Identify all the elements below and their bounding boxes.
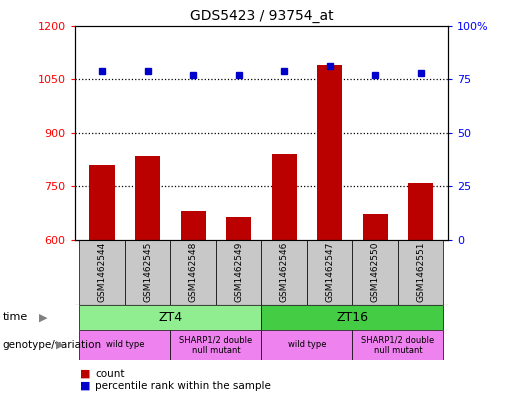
Bar xyxy=(216,240,261,305)
Text: ▶: ▶ xyxy=(39,312,47,322)
Bar xyxy=(125,240,170,305)
Text: GSM1462548: GSM1462548 xyxy=(188,242,198,302)
Text: percentile rank within the sample: percentile rank within the sample xyxy=(95,381,271,391)
Text: genotype/variation: genotype/variation xyxy=(3,340,101,350)
Text: GSM1462551: GSM1462551 xyxy=(416,242,425,302)
Bar xyxy=(261,330,352,360)
Bar xyxy=(226,217,251,240)
Bar xyxy=(79,330,170,360)
Text: ■: ■ xyxy=(80,381,90,391)
Text: ▶: ▶ xyxy=(56,340,64,350)
Text: GSM1462546: GSM1462546 xyxy=(280,242,288,302)
Text: SHARP1/2 double
null mutant: SHARP1/2 double null mutant xyxy=(179,335,252,354)
Title: GDS5423 / 93754_at: GDS5423 / 93754_at xyxy=(190,9,333,23)
Bar xyxy=(90,165,114,240)
Text: GSM1462550: GSM1462550 xyxy=(371,242,380,302)
Bar xyxy=(398,240,443,305)
Text: ZT16: ZT16 xyxy=(336,311,368,324)
Bar xyxy=(181,211,205,240)
Text: wild type: wild type xyxy=(288,340,326,349)
Text: GSM1462545: GSM1462545 xyxy=(143,242,152,302)
Bar xyxy=(79,305,261,330)
Text: GSM1462544: GSM1462544 xyxy=(97,242,107,302)
Bar xyxy=(261,240,307,305)
Bar xyxy=(408,183,433,240)
Bar xyxy=(352,240,398,305)
Text: wild type: wild type xyxy=(106,340,144,349)
Text: ■: ■ xyxy=(80,369,90,379)
Bar xyxy=(307,240,352,305)
Bar xyxy=(170,330,261,360)
Text: GSM1462549: GSM1462549 xyxy=(234,242,243,302)
Text: GSM1462547: GSM1462547 xyxy=(325,242,334,302)
Bar xyxy=(317,65,342,240)
Bar xyxy=(170,240,216,305)
Bar xyxy=(352,330,443,360)
Text: count: count xyxy=(95,369,125,379)
Text: time: time xyxy=(3,312,28,322)
Bar xyxy=(79,240,125,305)
Bar xyxy=(135,156,160,240)
Bar xyxy=(271,154,297,240)
Bar xyxy=(261,305,443,330)
Text: ZT4: ZT4 xyxy=(158,311,182,324)
Text: SHARP1/2 double
null mutant: SHARP1/2 double null mutant xyxy=(362,335,435,354)
Bar xyxy=(363,214,388,240)
